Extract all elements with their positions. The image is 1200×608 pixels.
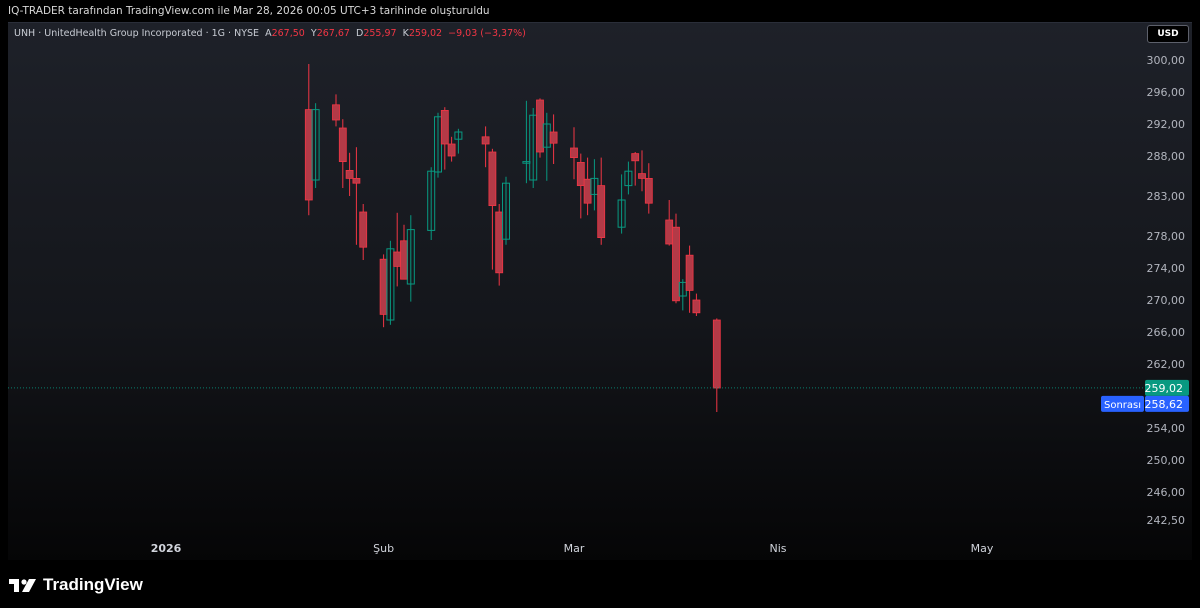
snapshot-credit: IQ-TRADER tarafından TradingView.com ile… bbox=[8, 5, 490, 17]
y-tick-label: 254,00 bbox=[1147, 422, 1186, 435]
after-hours-label: Sonrası bbox=[1104, 400, 1141, 411]
candle-body bbox=[447, 143, 456, 157]
candle-body bbox=[379, 258, 388, 315]
y-tick-label: 274,00 bbox=[1147, 262, 1186, 275]
tradingview-logo[interactable]: TradingView bbox=[9, 575, 143, 595]
y-tick-label: 292,00 bbox=[1147, 118, 1186, 131]
chart-pane[interactable] bbox=[8, 22, 1192, 561]
candle-body bbox=[345, 169, 354, 179]
footer bbox=[0, 560, 1200, 608]
currency-button[interactable]: USD bbox=[1147, 25, 1189, 43]
high-value: 267,67 bbox=[316, 28, 350, 39]
candle-body bbox=[488, 151, 497, 206]
candle-body bbox=[481, 136, 490, 145]
candle-body bbox=[631, 153, 640, 162]
symbol-title: UNH · UnitedHealth Group Incorporated · … bbox=[14, 28, 260, 39]
candle-body bbox=[597, 185, 606, 239]
candle-body bbox=[406, 229, 415, 285]
candle-body bbox=[644, 177, 653, 204]
candle-body bbox=[332, 104, 340, 121]
candle-body bbox=[576, 161, 585, 186]
candle-body bbox=[311, 109, 320, 181]
candle-body bbox=[427, 170, 436, 231]
candle-body bbox=[624, 170, 633, 187]
candle-body bbox=[440, 110, 449, 145]
candle-body bbox=[617, 199, 626, 228]
y-tick-label: 270,00 bbox=[1147, 294, 1186, 307]
symbol-legend: UNH · UnitedHealth Group Incorporated · … bbox=[14, 28, 526, 39]
y-tick-label: 288,00 bbox=[1147, 150, 1186, 163]
x-tick-label: Şub bbox=[373, 542, 394, 555]
candle-body bbox=[304, 109, 313, 201]
y-tick-label: 250,00 bbox=[1147, 454, 1186, 467]
x-tick-label: Nis bbox=[769, 542, 786, 555]
candle-body bbox=[549, 131, 558, 144]
y-tick-label: 296,00 bbox=[1147, 86, 1186, 99]
candle-body bbox=[454, 131, 463, 140]
low-label: D bbox=[356, 28, 364, 39]
candle-body bbox=[393, 251, 402, 267]
top-bar: IQ-TRADER tarafından TradingView.com ile… bbox=[0, 0, 1200, 22]
candle-body bbox=[685, 254, 694, 291]
y-tick-label: 278,00 bbox=[1147, 230, 1186, 243]
close-label: K bbox=[402, 28, 409, 39]
candle-body bbox=[583, 178, 592, 204]
tradingview-logo-icon bbox=[9, 579, 36, 592]
y-tick-label: 300,00 bbox=[1147, 54, 1186, 67]
y-tick-label: 246,00 bbox=[1147, 486, 1186, 499]
after-hours-badge bbox=[1101, 395, 1144, 412]
x-tick-label: 2026 bbox=[151, 542, 182, 555]
y-tick-label: 262,00 bbox=[1147, 358, 1186, 371]
candle-body bbox=[570, 147, 578, 158]
last-price-tag bbox=[1145, 379, 1189, 396]
candle-body bbox=[352, 177, 361, 184]
candle-body bbox=[495, 211, 504, 274]
x-tick-label: May bbox=[971, 542, 994, 555]
y-tick-label: 266,00 bbox=[1147, 326, 1186, 339]
x-tick-label: Mar bbox=[564, 542, 585, 555]
tradingview-wordmark: TradingView bbox=[43, 575, 143, 594]
candle-body bbox=[712, 319, 721, 389]
candle-body bbox=[400, 240, 408, 280]
candle-body bbox=[434, 116, 442, 173]
open-value: 267,50 bbox=[271, 28, 305, 39]
after-hours-price: 258,62 bbox=[1145, 398, 1184, 411]
y-tick-label: 283,00 bbox=[1147, 190, 1186, 203]
open-label: A bbox=[265, 28, 272, 39]
candle-body bbox=[359, 211, 368, 248]
candle-body bbox=[638, 173, 646, 179]
after-hours-price-tag bbox=[1145, 395, 1189, 412]
candle-body bbox=[672, 226, 680, 302]
candle-body bbox=[338, 127, 347, 162]
candle-body bbox=[665, 219, 674, 245]
high-label: Y bbox=[310, 28, 317, 39]
change-value: −9,03 (−3,37%) bbox=[448, 28, 526, 39]
candle-body bbox=[502, 182, 510, 240]
close-value: 259,02 bbox=[408, 28, 443, 39]
candle-body bbox=[692, 299, 701, 314]
low-value: 255,97 bbox=[363, 28, 397, 39]
last-price-label: 259,02 bbox=[1145, 382, 1184, 395]
candle-body bbox=[386, 248, 395, 321]
candle-body bbox=[536, 99, 544, 153]
y-tick-label: 242,50 bbox=[1147, 514, 1186, 527]
